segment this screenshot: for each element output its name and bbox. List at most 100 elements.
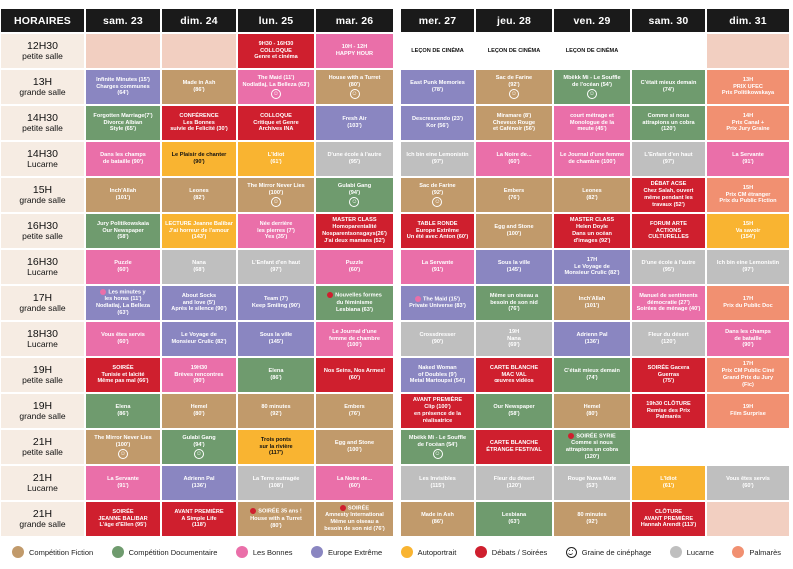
screening-cell[interactable]: FORUM ARTE ACTIONS CULTURELLES: [632, 214, 705, 248]
screening-cell[interactable]: Les minutes y les horas (11') Nodlatlaj,…: [86, 286, 160, 320]
screening-cell[interactable]: La Servante (91'): [86, 466, 160, 500]
screening-cell[interactable]: MASTER CLASS Helen Doyle Dans un océan d…: [554, 214, 630, 248]
screening-cell[interactable]: DÉBAT ACSE Chez Salah, ouvert même penda…: [632, 178, 705, 212]
screening-cell[interactable]: MASTER CLASS Homoparentalité Nosparentso…: [316, 214, 393, 248]
screening-cell[interactable]: Sous la ville (145'): [238, 322, 314, 356]
screening-cell[interactable]: 19H30 Brèves rencontres (90'): [162, 358, 236, 392]
screening-cell[interactable]: Gulabi Gang (94') ☺: [162, 430, 236, 464]
screening-cell[interactable]: Descrescendo (23') Kor (56'): [401, 106, 474, 140]
screening-cell[interactable]: Inch'Allah (101'): [86, 178, 160, 212]
screening-cell[interactable]: Our Newspaper (58'): [476, 394, 552, 428]
screening-cell[interactable]: LECTURE Jeanne Balibar J'ai horreur de l…: [162, 214, 236, 248]
screening-cell[interactable]: C'était mieux demain (74'): [632, 70, 705, 104]
screening-cell[interactable]: D'une école à l'autre (95'): [316, 142, 393, 176]
screening-cell[interactable]: C'était mieux demain (74'): [554, 358, 630, 392]
screening-cell[interactable]: Comme si nous attrapions un cobra (120'): [632, 106, 705, 140]
screening-cell[interactable]: Elena (86'): [238, 358, 314, 392]
screening-cell[interactable]: AVANT PREMIÈRE A Simple Life (118'): [162, 502, 236, 536]
screening-cell[interactable]: 19H Nana (69'): [476, 322, 552, 356]
screening-cell[interactable]: Ich bin eine Lemonistin (97'): [707, 250, 789, 284]
screening-cell[interactable]: AVANT PREMIÈRE Clip (100') en présence d…: [401, 394, 474, 428]
screening-cell[interactable]: TABLE RONDE Europe Extrême Un été avec A…: [401, 214, 474, 248]
screening-cell[interactable]: LEÇON DE CINÉMA: [401, 34, 474, 68]
screening-cell[interactable]: Lesbiana (63'): [476, 502, 552, 536]
screening-cell[interactable]: Team (7') Keep Smiling (90'): [238, 286, 314, 320]
screening-cell[interactable]: Sac de Farine (92') ☺: [401, 178, 474, 212]
screening-cell[interactable]: The Maid (11') Nodlatlaj, La Belleza (63…: [238, 70, 314, 104]
screening-cell[interactable]: Manuel de sentiments démocratie (27') So…: [632, 286, 705, 320]
screening-cell[interactable]: Hemel (80'): [554, 394, 630, 428]
screening-cell[interactable]: Ich bin eine Lemonistin (97'): [401, 142, 474, 176]
screening-cell[interactable]: La Noire de... (60'): [316, 466, 393, 500]
screening-cell[interactable]: Made in Ash (86'): [401, 502, 474, 536]
screening-cell[interactable]: Dans les champs de bataille (90'): [707, 322, 789, 356]
screening-cell[interactable]: East Punk Memories (78'): [401, 70, 474, 104]
screening-cell[interactable]: Jury Politikowskaia Our Newspaper (58'): [86, 214, 160, 248]
screening-cell[interactable]: Crossdresser (90'): [401, 322, 474, 356]
screening-cell[interactable]: Les Invisibles (115'): [401, 466, 474, 500]
screening-cell[interactable]: court métrage et Monologue de la meute (…: [554, 106, 630, 140]
screening-cell[interactable]: SOIRÉE Tunisie et laïcité Même pas mal (…: [86, 358, 160, 392]
screening-cell[interactable]: Sous la ville (145'): [476, 250, 552, 284]
screening-cell[interactable]: Nana (68'): [162, 250, 236, 284]
screening-cell[interactable]: Nouvelles formes du féminisme Lesbiana (…: [316, 286, 393, 320]
screening-cell[interactable]: SOIRÉE Gacera Guerras (75'): [632, 358, 705, 392]
screening-cell[interactable]: 17H Prix CM Public Ciné Grand Prix du Ju…: [707, 358, 789, 392]
screening-cell[interactable]: Leones (82'): [554, 178, 630, 212]
screening-cell[interactable]: Née derrière les pierres (7') Yes (35'): [238, 214, 314, 248]
screening-cell[interactable]: The Maid (15') Private Universe (83'): [401, 286, 474, 320]
screening-cell[interactable]: SOIRÉE 35 ans ! House with a Turret (80'…: [238, 502, 314, 536]
screening-cell[interactable]: 19H Film Surprise: [707, 394, 789, 428]
screening-cell[interactable]: Mbëkk Mi - Le Souffle de l'océan (54') ☺: [554, 70, 630, 104]
screening-cell[interactable]: Inch'Allah (101'): [554, 286, 630, 320]
screening-cell[interactable]: Forgotten Marriage(7') Divorce Albian St…: [86, 106, 160, 140]
screening-cell[interactable]: La Servante (91'): [401, 250, 474, 284]
screening-cell[interactable]: LEÇON DE CINÉMA: [554, 34, 630, 68]
screening-cell[interactable]: Mbëkk Mi - Le Souffle de l'océan (54') ☺: [401, 430, 474, 464]
screening-cell[interactable]: CARTE BLANCHE MAC VAL œuvres vidéos: [476, 358, 552, 392]
screening-cell[interactable]: Infinite Minutes (15') Charges communes …: [86, 70, 160, 104]
screening-cell[interactable]: Sac de Farine (92') ☺: [476, 70, 552, 104]
screening-cell[interactable]: The Mirror Never Lies (100') ☺: [238, 178, 314, 212]
screening-cell[interactable]: Adrienn Pal (136'): [162, 466, 236, 500]
screening-cell[interactable]: Le Journal d'une femme de chambre (100'): [554, 142, 630, 176]
screening-cell[interactable]: Elena (86'): [86, 394, 160, 428]
screening-cell[interactable]: Le Plaisir de chanter (90'): [162, 142, 236, 176]
screening-cell[interactable]: Fleur du désert (120'): [632, 322, 705, 356]
screening-cell[interactable]: SOIRÉE SYRIE Comme si nous attrapions un…: [554, 430, 630, 464]
screening-cell[interactable]: About Socks and love (5') Après le silen…: [162, 286, 236, 320]
screening-cell[interactable]: Vous êtes servis (60'): [707, 466, 789, 500]
screening-cell[interactable]: Egg and Stone (100'): [476, 214, 552, 248]
screening-cell[interactable]: CARTE BLANCHE ÉTRANGE FESTIVAL: [476, 430, 552, 464]
screening-cell[interactable]: Vous êtes servis (60'): [86, 322, 160, 356]
screening-cell[interactable]: Leones (82'): [162, 178, 236, 212]
screening-cell[interactable]: D'une école à l'autre (95'): [632, 250, 705, 284]
screening-cell[interactable]: Puzzle (60'): [86, 250, 160, 284]
screening-cell[interactable]: Embers (76'): [316, 394, 393, 428]
screening-cell[interactable]: 17H Prix du Public Doc: [707, 286, 789, 320]
screening-cell[interactable]: SOIRÉE Amnesty International Même un ois…: [316, 502, 393, 536]
screening-cell[interactable]: Le Voyage de Monsieur Crulic (82'): [162, 322, 236, 356]
screening-cell[interactable]: CLÔTURE AVANT PREMIÈRE Hannah Arendt (11…: [632, 502, 705, 536]
screening-cell[interactable]: 13H PRIX UFEC Prix Politikowskaya: [707, 70, 789, 104]
screening-cell[interactable]: The Mirror Never Lies (100') ☺: [86, 430, 160, 464]
screening-cell[interactable]: 15H Va savoir (154'): [707, 214, 789, 248]
screening-cell[interactable]: Même un oiseau a besoin de son nid (76'): [476, 286, 552, 320]
screening-cell[interactable]: L'Idiot (61'): [632, 466, 705, 500]
screening-cell[interactable]: Hemel (80'): [162, 394, 236, 428]
screening-cell[interactable]: Made in Ash (86'): [162, 70, 236, 104]
screening-cell[interactable]: L'Enfant d'en haut (97'): [238, 250, 314, 284]
screening-cell[interactable]: Fleur du désert (120'): [476, 466, 552, 500]
screening-cell[interactable]: 17H Le Voyage de Monsieur Crulic (82'): [554, 250, 630, 284]
screening-cell[interactable]: La Noire de... (60'): [476, 142, 552, 176]
screening-cell[interactable]: House with a Turret (80') ☺: [316, 70, 393, 104]
screening-cell[interactable]: 10H - 12H HAPPY HOUR: [316, 34, 393, 68]
screening-cell[interactable]: La Servante (91'): [707, 142, 789, 176]
screening-cell[interactable]: CONFÉRENCE Les Bonnes suivie de Felicité…: [162, 106, 236, 140]
screening-cell[interactable]: Dans les champs de bataille (90'): [86, 142, 160, 176]
screening-cell[interactable]: Le Journal d'une femme de chambre (100'): [316, 322, 393, 356]
screening-cell[interactable]: Egg and Stone (100'): [316, 430, 393, 464]
screening-cell[interactable]: COLLOQUE Critique et Genre Archives INA: [238, 106, 314, 140]
screening-cell[interactable]: Miramare (8') Cheveux Rouge et Cafénoir …: [476, 106, 552, 140]
screening-cell[interactable]: La Terre outragée (108'): [238, 466, 314, 500]
